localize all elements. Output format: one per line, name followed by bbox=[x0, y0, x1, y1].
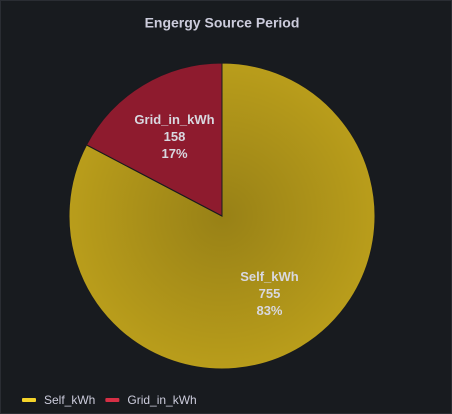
legend-label: Grid_in_kWh bbox=[127, 393, 196, 407]
slice bbox=[85, 62, 223, 217]
legend-label: Self_kWh bbox=[44, 393, 95, 407]
pie: Self_kWh 755 83% Grid_in_kWh 158 17% bbox=[68, 62, 376, 370]
chart-title: Engergy Source Period bbox=[145, 15, 300, 31]
slice-name: Self_kWh bbox=[240, 269, 299, 284]
legend-swatch bbox=[22, 398, 36, 402]
slice-name: Grid_in_kWh bbox=[134, 112, 214, 127]
slice-percent: 83% bbox=[256, 303, 282, 318]
slice-value: 755 bbox=[259, 286, 281, 301]
legend: Self_kWh Grid_in_kWh bbox=[22, 393, 197, 407]
slice-value: 158 bbox=[164, 129, 186, 144]
slice-percent: 17% bbox=[161, 146, 187, 161]
legend-swatch bbox=[105, 398, 120, 402]
